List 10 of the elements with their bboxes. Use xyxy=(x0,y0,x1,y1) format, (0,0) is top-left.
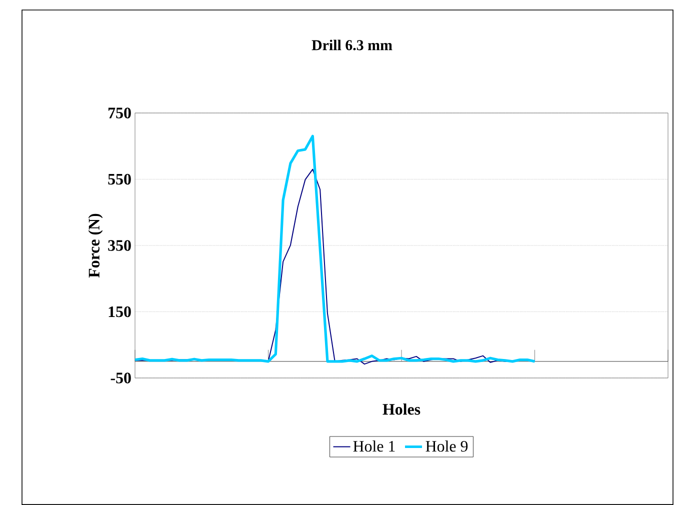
legend-label: Hole 9 xyxy=(426,440,468,452)
y-tick-label: 350 xyxy=(108,240,131,251)
x-axis-title: Holes xyxy=(382,404,420,415)
y-axis-title: Force (N) xyxy=(88,214,103,278)
legend-label: Hole 1 xyxy=(353,440,395,452)
y-tick-label: -50 xyxy=(110,372,131,384)
chart-title: Drill 6.3 mm xyxy=(312,40,392,50)
y-tick-label: 550 xyxy=(108,174,131,185)
y-tick-label: 150 xyxy=(108,306,131,318)
y-tick-label: 750 xyxy=(108,108,131,118)
